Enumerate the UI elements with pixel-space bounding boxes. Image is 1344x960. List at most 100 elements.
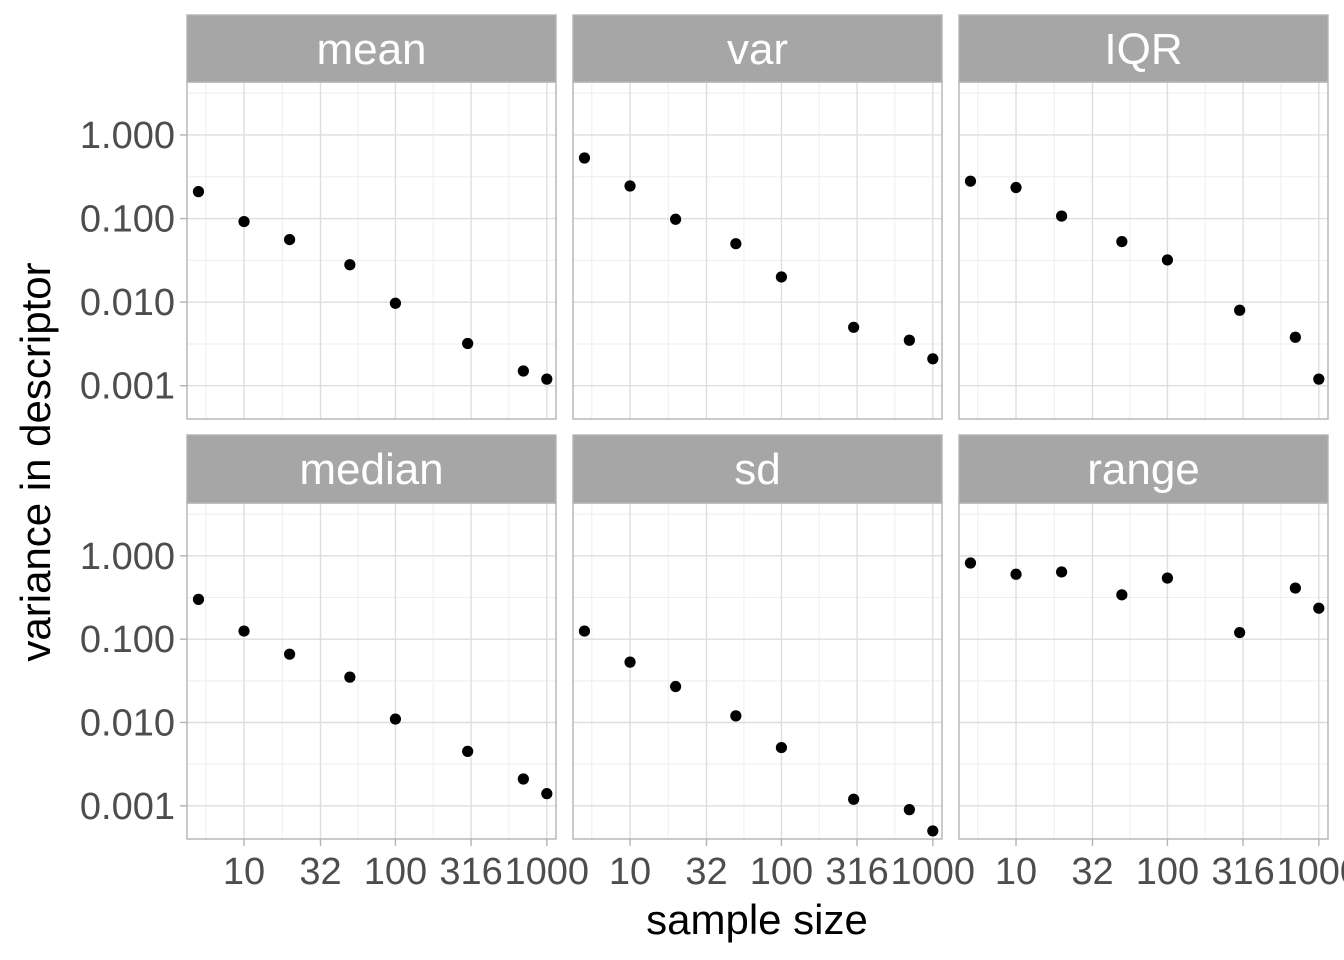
data-point (578, 625, 591, 637)
data-point (964, 557, 977, 569)
y-tick-label: 1.000 (80, 115, 175, 157)
data-point (624, 180, 636, 192)
data-point (730, 710, 742, 722)
y-axis-title: variance in descriptor (12, 262, 59, 661)
data-point (1234, 626, 1246, 639)
data-point (192, 186, 205, 198)
x-tick-label: 32 (299, 851, 341, 893)
data-point (517, 365, 529, 377)
facet-strip-label: median (299, 445, 443, 494)
panel-background (187, 503, 556, 839)
x-axis-title: sample size (646, 896, 868, 943)
panel-background (187, 82, 556, 419)
facet-strip-label: var (727, 25, 788, 74)
data-point (284, 648, 296, 660)
data-point (1161, 254, 1174, 266)
data-point (344, 259, 356, 271)
data-point (462, 337, 474, 350)
data-point (1010, 181, 1022, 194)
x-tick-label: 316 (439, 851, 502, 893)
data-point (541, 373, 553, 385)
data-point (238, 625, 250, 637)
data-point (1289, 582, 1301, 594)
x-tick-label: 32 (685, 851, 727, 893)
panel-background (959, 82, 1328, 419)
x-tick-label: 100 (364, 851, 427, 893)
data-point (517, 773, 529, 785)
facet-strip (572, 14, 943, 83)
data-point (1056, 210, 1068, 222)
data-point (1116, 589, 1128, 601)
data-point (927, 353, 939, 365)
data-point (1234, 304, 1246, 316)
y-tick-label: 0.010 (80, 282, 175, 324)
panel-background (573, 82, 942, 419)
data-point (541, 788, 553, 800)
x-tick-label: 1000 (891, 851, 976, 893)
facet-strip (186, 434, 557, 504)
facet-panel-iqr: IQR (958, 14, 1329, 420)
facet-panel-sd: sd (572, 434, 943, 840)
data-point (1313, 373, 1325, 385)
data-point (389, 713, 402, 725)
facet-strip-label: range (1087, 445, 1200, 494)
data-point (1161, 572, 1174, 584)
data-point (927, 825, 939, 837)
x-tick-label: 100 (750, 851, 813, 893)
data-point (848, 321, 860, 333)
data-point (192, 593, 205, 605)
data-point (903, 334, 915, 346)
facet-strip-label: IQR (1104, 25, 1182, 74)
x-tick-label: 1000 (1277, 851, 1344, 893)
data-point (670, 680, 682, 693)
facet-strip (958, 14, 1329, 83)
x-tick-label: 10 (609, 851, 651, 893)
facet-strip (958, 434, 1329, 504)
data-point (775, 271, 788, 283)
facet-panel-var: var (572, 14, 943, 420)
data-point (344, 671, 356, 683)
y-tick-label: 1.000 (80, 536, 175, 578)
x-tick-label: 10 (995, 851, 1037, 893)
data-point (389, 297, 402, 309)
axes: 0.001 0.010 0.100 1.000 0.001 0.010 0.100 1.000… (80, 115, 1344, 893)
facet-strip (572, 434, 943, 504)
data-point (1313, 602, 1325, 614)
panel-background (573, 503, 942, 839)
data-point (578, 152, 591, 164)
x-tick-label: 10 (223, 851, 265, 893)
data-point (903, 804, 915, 816)
data-point (1116, 235, 1128, 248)
y-tick-label: 0.001 (80, 366, 175, 408)
data-point (624, 656, 636, 668)
data-point (964, 175, 977, 187)
y-tick-label: 0.100 (80, 199, 175, 241)
x-tick-label: 316 (825, 851, 888, 893)
data-point (238, 215, 250, 228)
facet-strip (186, 14, 557, 83)
facet-panel-range: range (958, 434, 1329, 840)
y-tick-label: 0.010 (80, 702, 175, 744)
data-point (1010, 568, 1022, 580)
x-tick-label: 100 (1136, 851, 1199, 893)
data-point (670, 213, 682, 225)
facet-strip-label: sd (734, 445, 780, 494)
data-point (775, 741, 788, 754)
facet-panel-mean: mean (186, 14, 557, 420)
data-point (1056, 566, 1068, 578)
panel-background (959, 503, 1328, 839)
data-point (462, 745, 474, 757)
y-tick-label: 0.100 (80, 619, 175, 661)
x-tick-label: 316 (1211, 851, 1274, 893)
x-tick-label: 32 (1071, 851, 1113, 893)
data-point (1289, 331, 1301, 343)
data-point (730, 238, 742, 250)
facet-panel-median: median (186, 434, 557, 840)
y-tick-label: 0.001 (80, 786, 175, 828)
x-tick-label: 1000 (505, 851, 590, 893)
data-point (848, 793, 860, 805)
data-point (284, 233, 296, 246)
panels: mean var IQR median sd range (186, 14, 1329, 840)
facet-strip-label: mean (316, 25, 426, 74)
